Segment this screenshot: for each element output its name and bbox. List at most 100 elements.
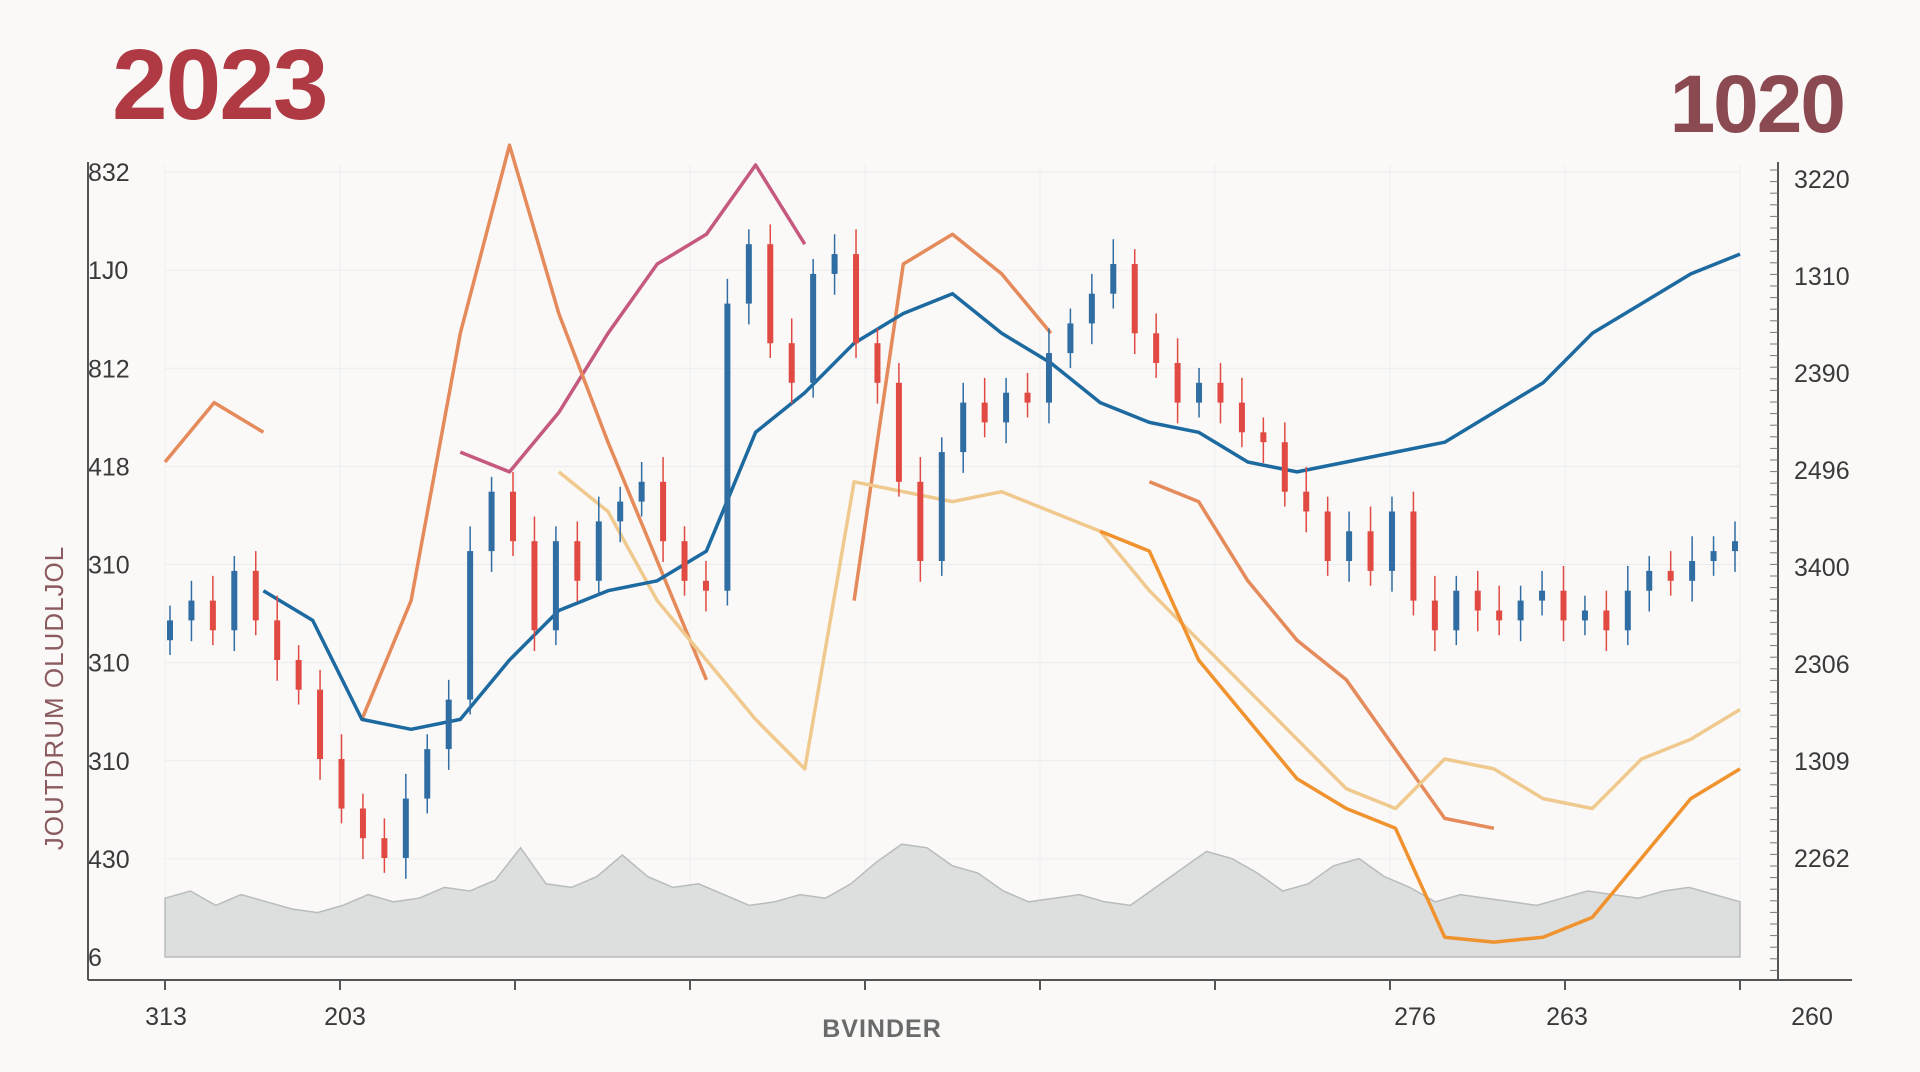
- y-tick-label-left: 310: [88, 650, 130, 678]
- candle-body: [831, 254, 838, 274]
- candle: [424, 734, 431, 814]
- candle-body: [702, 580, 709, 591]
- candle: [617, 486, 624, 543]
- candle-body: [1710, 551, 1717, 561]
- candle: [895, 363, 902, 497]
- candle-body: [595, 521, 602, 581]
- candle-body: [1603, 610, 1610, 631]
- candle-body: [467, 551, 474, 700]
- candle-body: [1303, 491, 1310, 512]
- candle: [1174, 338, 1181, 424]
- candle: [938, 437, 945, 576]
- candle: [1003, 377, 1010, 444]
- candle: [1281, 422, 1288, 507]
- chart-title-left: 2023: [112, 29, 328, 141]
- candle-body: [1003, 392, 1010, 423]
- candle-body: [1324, 511, 1331, 561]
- candle-body: [1517, 600, 1524, 621]
- y-tick-label-left: 430: [88, 846, 130, 874]
- y-tick-label-right: 2262: [1794, 845, 1850, 873]
- candle: [1710, 536, 1717, 576]
- candle: [1603, 590, 1610, 652]
- candle: [1496, 585, 1503, 636]
- candle-body: [1581, 610, 1588, 621]
- candle: [531, 516, 538, 652]
- candle-body: [1474, 590, 1481, 611]
- y-tick-label-right: 2390: [1794, 360, 1850, 388]
- candle-body: [295, 660, 302, 690]
- candle-body: [1496, 610, 1503, 621]
- y-tick-label-right: 1310: [1794, 263, 1850, 291]
- x-tick-label: 260: [1791, 1003, 1833, 1031]
- candle: [1388, 496, 1395, 592]
- candle: [1646, 556, 1653, 612]
- candle: [574, 521, 581, 602]
- x-tick-label: 203: [324, 1003, 366, 1031]
- candle: [1153, 313, 1160, 378]
- candle: [274, 595, 281, 681]
- candle: [1474, 570, 1481, 632]
- candle-body: [1560, 590, 1567, 621]
- candle-body: [1281, 442, 1288, 492]
- candle-body: [1196, 382, 1203, 403]
- candle-body: [402, 798, 409, 858]
- candle: [381, 818, 388, 873]
- series-line: [163, 143, 1495, 831]
- candle: [1667, 551, 1674, 596]
- candle-body: [1153, 333, 1160, 363]
- candle-body: [1260, 432, 1267, 443]
- candle: [167, 605, 173, 656]
- candle-body: [488, 491, 495, 552]
- candle-body: [1238, 402, 1245, 433]
- x-axis-title: BVINDER: [822, 1015, 942, 1043]
- candle: [917, 457, 924, 582]
- y-tick-label-left: 310: [88, 552, 130, 580]
- candle-body: [252, 570, 259, 621]
- candle: [552, 526, 559, 646]
- candle-body: [853, 254, 860, 344]
- candle-body: [1624, 590, 1631, 631]
- candle: [317, 669, 324, 780]
- candle-body: [209, 600, 216, 631]
- candle-body: [1453, 590, 1460, 631]
- y-tick-label-right: 3220: [1794, 166, 1850, 194]
- candle: [1324, 496, 1331, 576]
- candle: [1410, 491, 1417, 616]
- candle-body: [681, 541, 688, 581]
- y-tick-label-right: 1309: [1794, 748, 1850, 776]
- candle: [1024, 372, 1031, 418]
- candle: [853, 229, 860, 359]
- candle: [295, 645, 302, 705]
- candle: [981, 377, 988, 438]
- candle-body: [359, 808, 366, 839]
- y-tick-label-right: 2306: [1794, 651, 1850, 679]
- candle-body: [895, 382, 902, 482]
- candle-body: [274, 620, 281, 660]
- candle-body: [167, 620, 173, 641]
- volume-area: [164, 843, 1741, 958]
- candle: [660, 457, 667, 562]
- y-tick-label-left: 832: [88, 159, 130, 187]
- candle: [1045, 328, 1052, 424]
- series-line: [262, 252, 1741, 732]
- candle: [1517, 585, 1524, 642]
- candle: [231, 556, 238, 652]
- candle-body: [317, 689, 324, 759]
- candle: [595, 496, 602, 596]
- candle: [1067, 308, 1074, 368]
- candle: [1581, 595, 1588, 636]
- candle: [1260, 417, 1267, 463]
- candle: [1624, 565, 1631, 646]
- candle-body: [810, 273, 817, 383]
- candle-body: [638, 481, 645, 502]
- x-tick-label: 263: [1546, 1003, 1588, 1031]
- candle: [338, 734, 345, 824]
- candlesticks: [167, 224, 1738, 879]
- candle-body: [1067, 323, 1074, 354]
- candle-body: [1732, 541, 1738, 552]
- candle-body: [531, 541, 538, 631]
- candle-body: [1174, 363, 1181, 403]
- candle-body: [1217, 382, 1224, 403]
- candle: [359, 793, 366, 859]
- candle: [209, 575, 216, 646]
